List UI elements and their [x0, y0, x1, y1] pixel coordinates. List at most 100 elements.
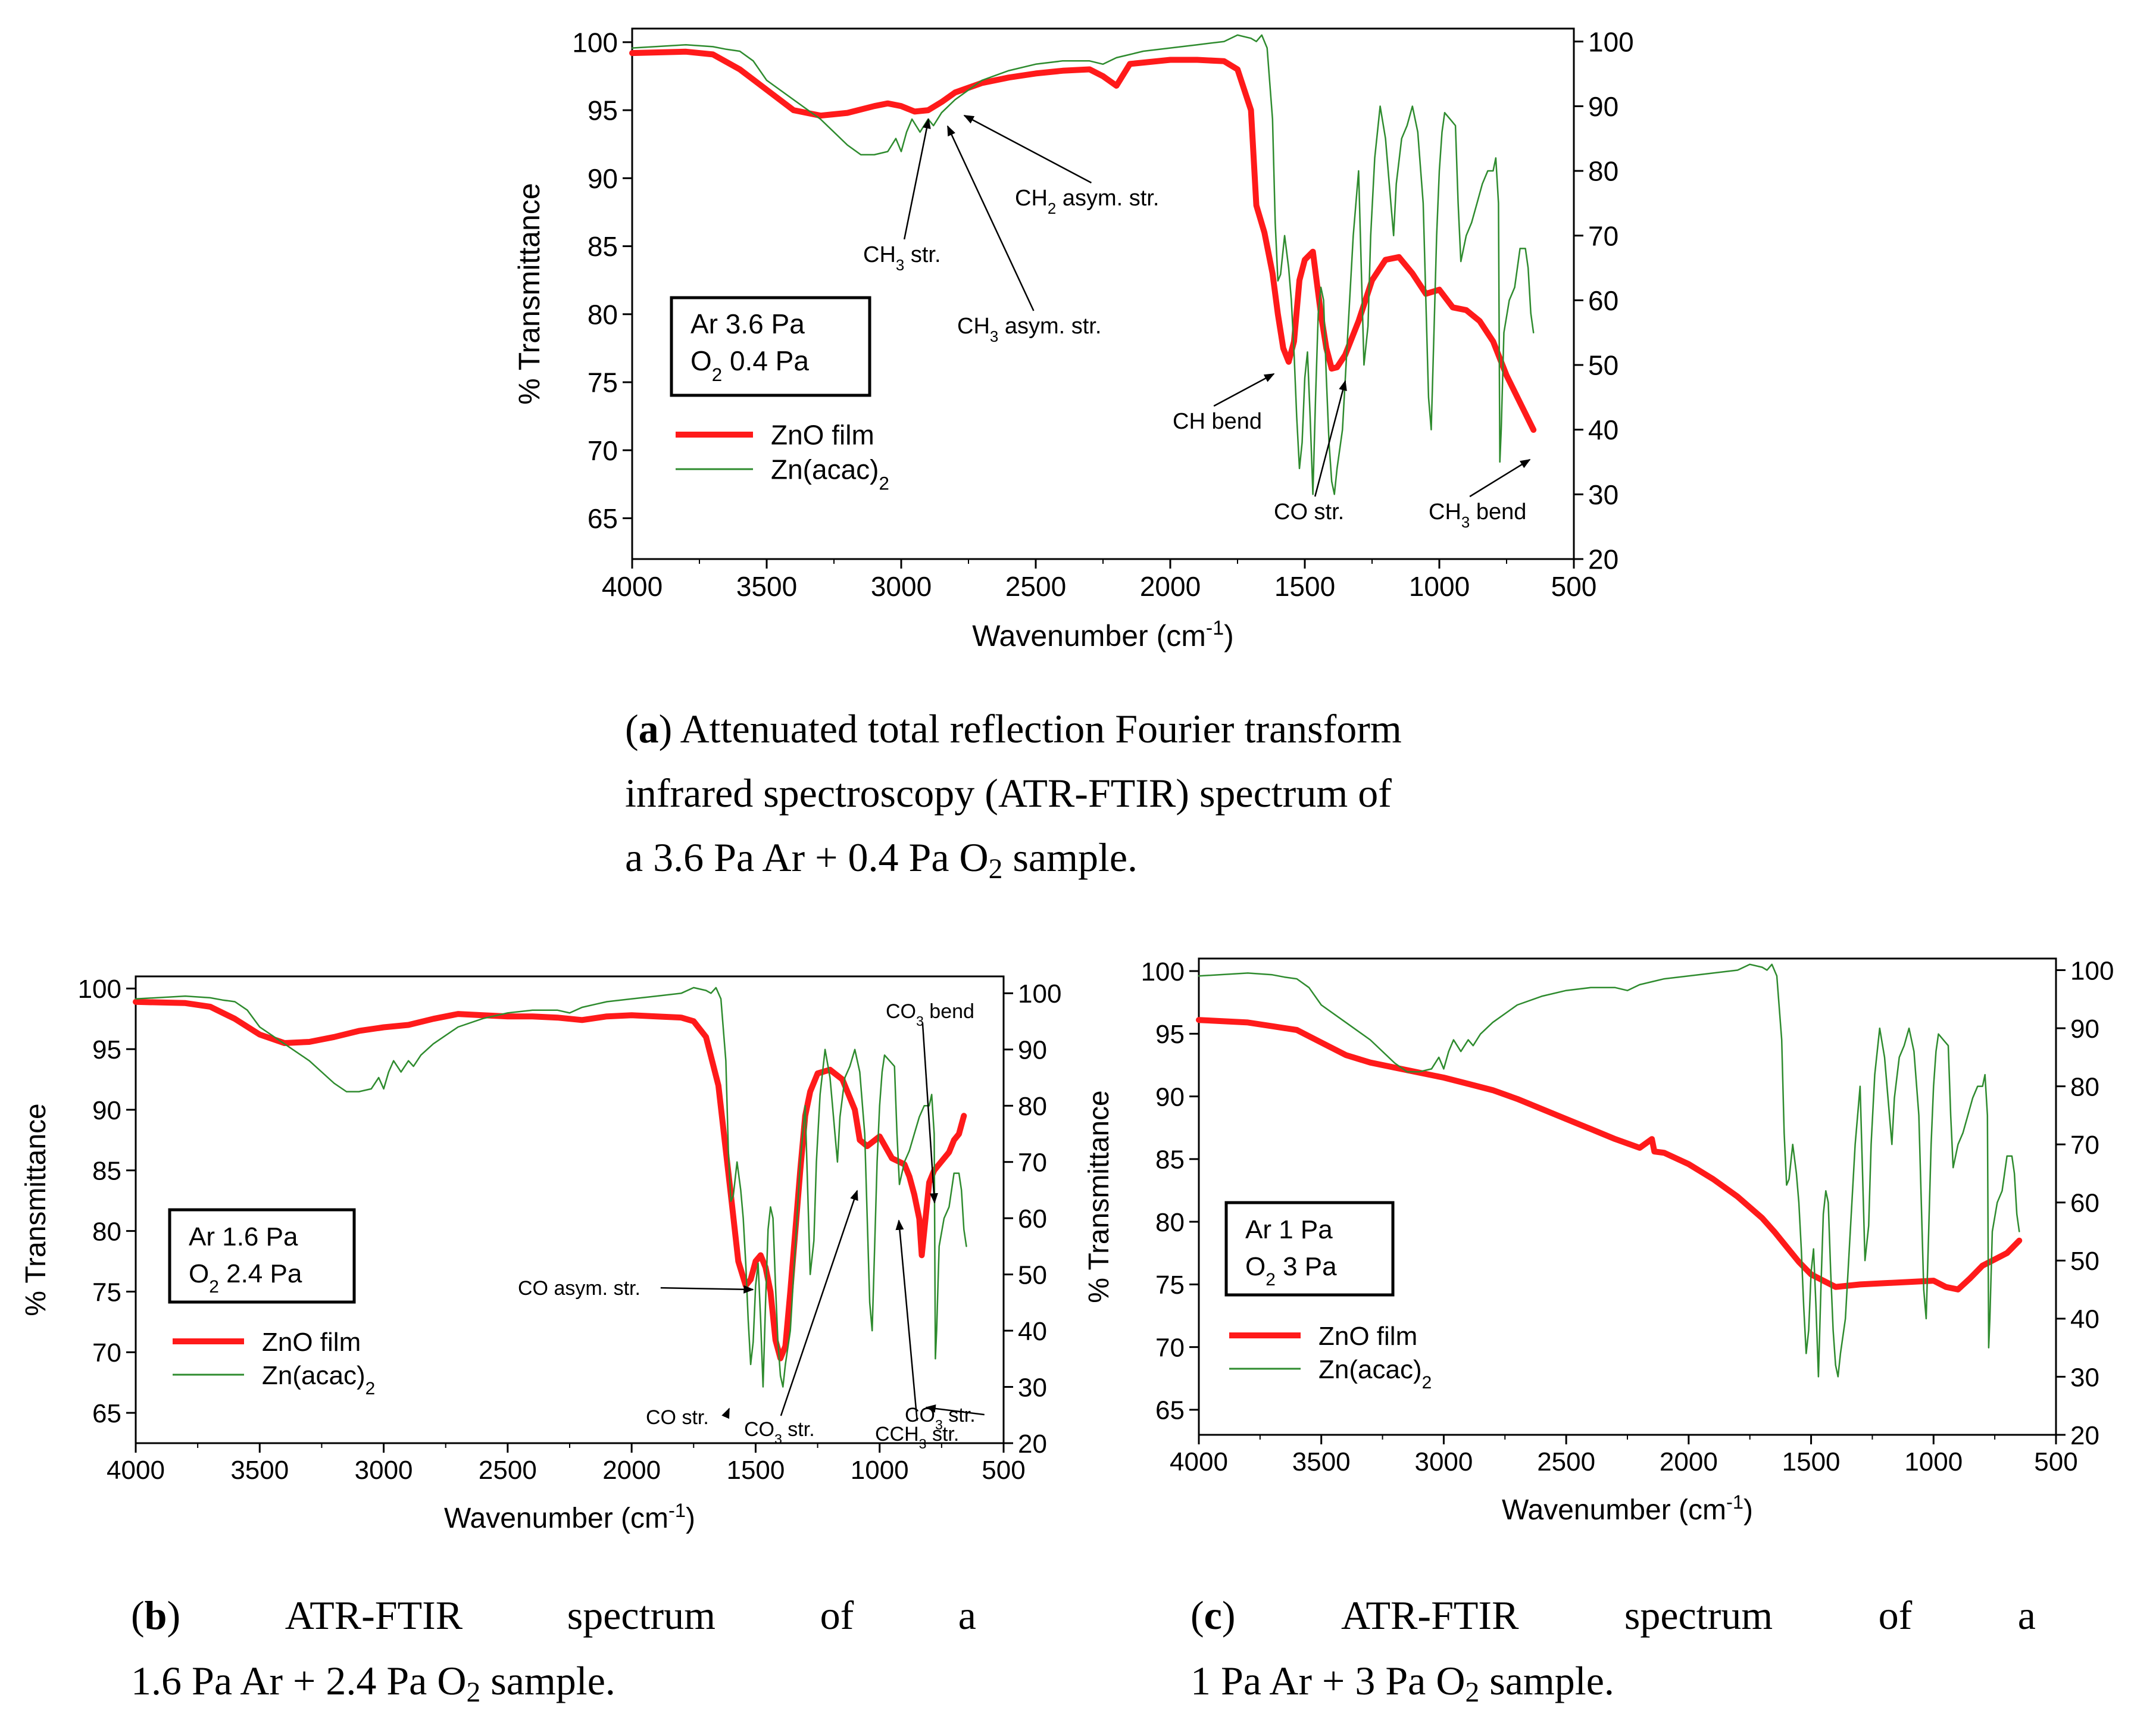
legend-label-zno-film: ZnO film	[771, 420, 874, 451]
annotation-label-part: CO asym. str.	[518, 1277, 640, 1300]
y-axis-title-part: % Transmittance	[20, 1103, 52, 1316]
y-right-tick-label-part: 60	[1588, 285, 1618, 316]
y-left-tick-label-part: 85	[1155, 1145, 1185, 1175]
x-tick-label: 500	[2034, 1447, 2077, 1476]
caption-c-line1: (c) ATR-FTIR spectrum of a	[1191, 1582, 2036, 1648]
annotation-label-part: asym. str.	[998, 314, 1101, 339]
y-left-tick-label: 90	[92, 1096, 121, 1125]
x-tick-label: 1000	[1904, 1447, 1963, 1476]
y-axis-title: % Transmittance	[20, 1103, 52, 1316]
legend-label-zn-acac2-part: 2	[879, 473, 889, 494]
y-left-tick-label: 75	[92, 1278, 121, 1307]
legend-label-zno-film: ZnO film	[1318, 1322, 1417, 1351]
condition-line: O2 2.4 Pa	[189, 1259, 302, 1297]
annotation-label-part: CCH	[875, 1423, 919, 1446]
y-right-tick-label-part: 80	[1588, 156, 1618, 187]
y-left-tick-label: 80	[1155, 1208, 1185, 1237]
annotation-label-part: CH	[1429, 500, 1461, 525]
annotation-label-part: str.	[904, 242, 940, 267]
annotation-label-part: 3	[1461, 514, 1470, 531]
y-left-tick-label: 70	[1155, 1333, 1185, 1362]
annotation-label-part: CH bend	[1173, 409, 1262, 434]
caption-c-line2: 1 Pa Ar + 3 Pa O2 sample.	[1191, 1648, 2036, 1713]
condition-line-part: 3.6 Pa	[718, 308, 805, 339]
y-left-tick-label: 95	[588, 95, 618, 126]
y-axis-title-part: % Transmittance	[1083, 1090, 1115, 1303]
condition-line-part: 2	[1266, 1270, 1276, 1290]
caption-b: (b) ATR-FTIR spectrum of a 1.6 Pa Ar + 2…	[131, 1582, 976, 1713]
annotation-label-part: 3	[990, 329, 998, 345]
y-left-tick-label: 80	[92, 1217, 121, 1246]
annotation-label: CO3 bend	[886, 1000, 974, 1029]
annotation-label-part: 3	[919, 1436, 927, 1451]
annotation-arrow	[780, 1190, 858, 1416]
y-right-tick-label-part: 30	[1588, 479, 1618, 510]
caption-c-label-wrap: (c)	[1191, 1593, 1236, 1638]
y-right-tick-label: 30	[1018, 1373, 1047, 1402]
y-right-tick-label: 40	[1588, 414, 1618, 445]
y-left-tick-label-part: 75	[1155, 1271, 1185, 1300]
condition-line-part: 2	[209, 1277, 219, 1297]
x-tick-label-part: 1000	[1409, 571, 1470, 602]
legend-label-zno-film-part: ZnO film	[1318, 1322, 1417, 1351]
legend-label-zn-acac2: Zn(acac)2	[1318, 1355, 1432, 1393]
y-right-tick-label-part: 90	[1018, 1036, 1047, 1065]
annotation-arrow	[963, 114, 1092, 184]
y-left-tick-label-part: 90	[92, 1096, 121, 1125]
y-left-tick-label-part: 85	[92, 1157, 121, 1186]
caption-b-word: a	[958, 1593, 976, 1638]
y-axis-title: % Transmittance	[1083, 1090, 1115, 1303]
x-tick-label: 2500	[1537, 1447, 1595, 1476]
x-tick-label: 1500	[1274, 571, 1335, 602]
y-right-tick-label-part: 100	[1018, 979, 1061, 1009]
annotation-label: CCH3 str.	[875, 1423, 959, 1451]
x-tick-label-part: 3500	[736, 571, 797, 602]
y-right-tick-label: 20	[2070, 1421, 2099, 1450]
annotation-label-part: CO str.	[1274, 500, 1344, 525]
chart-c: 4000 3500 3000 2500 2000 1500 1000 500 65 70 75 80 8…	[1083, 956, 2114, 1526]
y-right-tick-label-part: 20	[1018, 1429, 1047, 1459]
caption-c-word: ATR-FTIR	[1341, 1593, 1519, 1638]
annotation-label: CH2 asym. str.	[1015, 186, 1159, 217]
caption-c-line2-sub: 2	[1465, 1677, 1480, 1708]
y-left-tick-label: 65	[92, 1399, 121, 1428]
caption-c-line2-post: sample.	[1479, 1658, 1614, 1703]
x-tick-label: 500	[1551, 571, 1597, 602]
y-right-tick-label-part: 90	[1588, 91, 1618, 122]
condition-line: Ar 1 Pa	[1245, 1215, 1333, 1244]
caption-c: (c) ATR-FTIR spectrum of a 1 Pa Ar + 3 P…	[1191, 1582, 2036, 1713]
y-right-tick-label-part: 80	[1018, 1092, 1047, 1121]
x-tick-label: 3500	[736, 571, 797, 602]
legend-label-zn-acac2: Zn(acac)2	[262, 1361, 375, 1399]
annotation-label-part: 2	[1048, 201, 1056, 217]
y-right-tick-label-part: 40	[1018, 1317, 1047, 1346]
annotation-arrow	[721, 1407, 730, 1419]
caption-a-line3: a 3.6 Pa Ar + 0.4 Pa O2 sample.	[625, 825, 1577, 889]
x-tick-label: 1000	[851, 1456, 909, 1485]
caption-b-label-wrap: (b)	[131, 1593, 181, 1638]
annotation-arrow	[1314, 380, 1347, 497]
legend-label-zno-film-part: ZnO film	[771, 420, 874, 451]
y-right-tick-label: 70	[1018, 1148, 1047, 1178]
y-left-tick-label: 95	[1155, 1020, 1185, 1049]
x-tick-label: 1500	[1782, 1447, 1841, 1476]
x-axis-title-part: )	[1743, 1494, 1753, 1526]
x-tick-label-part: 2000	[1660, 1447, 1718, 1476]
y-axis-title: % Transmittance	[513, 183, 546, 404]
series-line-zno-film	[1196, 1017, 2023, 1293]
x-tick-label: 3000	[355, 1456, 413, 1485]
annotation-arrow	[1213, 373, 1275, 407]
annotation-label-part: CO	[744, 1418, 774, 1441]
x-axis-title: Wavenumber (cm-1)	[972, 617, 1234, 653]
condition-line-part: Ar	[189, 1222, 215, 1251]
condition-line: O2 0.4 Pa	[690, 345, 809, 385]
caption-b-line2-sub: 2	[466, 1677, 481, 1708]
series-line-zn-acac2	[631, 34, 1535, 495]
y-left-tick-label: 65	[588, 503, 618, 534]
caption-a-line2: infrared spectroscopy (ATR-FTIR) spectru…	[625, 770, 1392, 816]
x-axis-title-part: -1	[668, 1499, 686, 1521]
annotation-arrow	[1469, 458, 1531, 498]
y-left-tick-label: 100	[572, 27, 618, 58]
y-right-tick-label-part: 50	[1018, 1260, 1047, 1290]
y-left-tick-label-part: 100	[78, 975, 121, 1004]
